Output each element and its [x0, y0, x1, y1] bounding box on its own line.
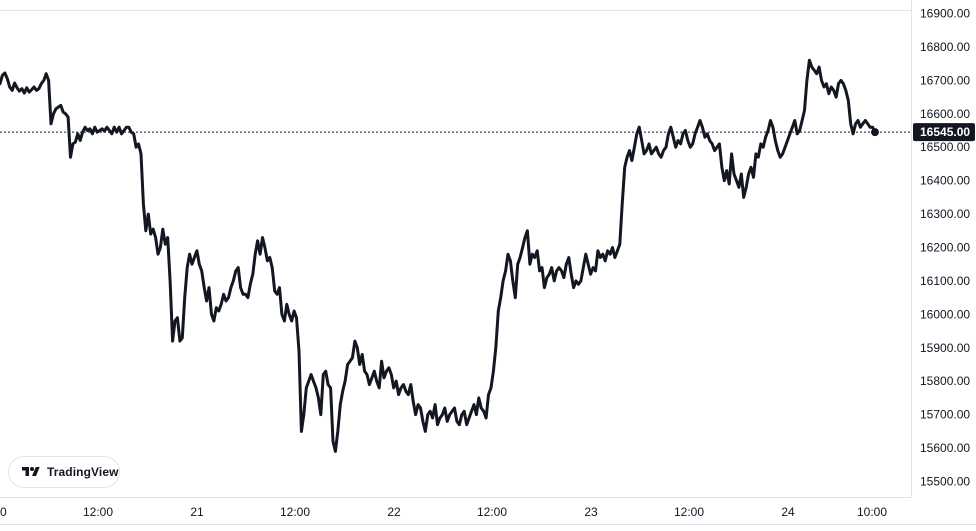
price-tick-label: 15500.00: [920, 475, 970, 489]
price-tick-label: 15700.00: [920, 408, 970, 422]
last-price-text: 16545.00: [920, 125, 970, 139]
price-tick-label: 16100.00: [920, 274, 970, 288]
time-tick-label: 24: [781, 505, 795, 519]
price-tick-label: 15800.00: [920, 374, 970, 388]
last-price-dot: [871, 128, 879, 137]
price-tick-label: 16000.00: [920, 307, 970, 321]
price-tick-label: 15600.00: [920, 441, 970, 455]
price-tick-label: 16300.00: [920, 207, 970, 221]
time-tick-label: 22: [387, 505, 401, 519]
price-tick-label: 15900.00: [920, 341, 970, 355]
price-tick-label: 16600.00: [920, 107, 970, 121]
price-tick-label: 16200.00: [920, 241, 970, 255]
tradingview-badge[interactable]: TradingView: [8, 456, 120, 488]
price-tick-label: 16900.00: [920, 7, 970, 21]
last-price-label: 16545.00: [913, 123, 975, 142]
price-tick-label: 16800.00: [920, 40, 970, 54]
price-tick-label: 16500.00: [920, 140, 970, 154]
price-tick-label: 16700.00: [920, 73, 970, 87]
time-tick-label: 10:00: [857, 505, 887, 519]
tradingview-wordmark: TradingView: [47, 465, 119, 479]
time-tick-label: 21: [190, 505, 204, 519]
price-axis[interactable]: 15500.00 15600.00 15700.00 15800.00 15900.00…: [920, 7, 970, 489]
time-tick-label: 0: [0, 505, 7, 519]
time-axis[interactable]: 0 12:00 21 12:00 22 12:00 23 12:00 24 10:00: [0, 505, 887, 519]
time-tick-label: 12:00: [280, 505, 310, 519]
time-tick-label: 12:00: [477, 505, 507, 519]
time-tick-label: 23: [584, 505, 598, 519]
time-tick-label: 12:00: [83, 505, 113, 519]
tradingview-logo-icon: [22, 467, 40, 476]
price-series-line: [0, 58, 877, 453]
price-tick-label: 16400.00: [920, 174, 970, 188]
time-tick-label: 12:00: [674, 505, 704, 519]
